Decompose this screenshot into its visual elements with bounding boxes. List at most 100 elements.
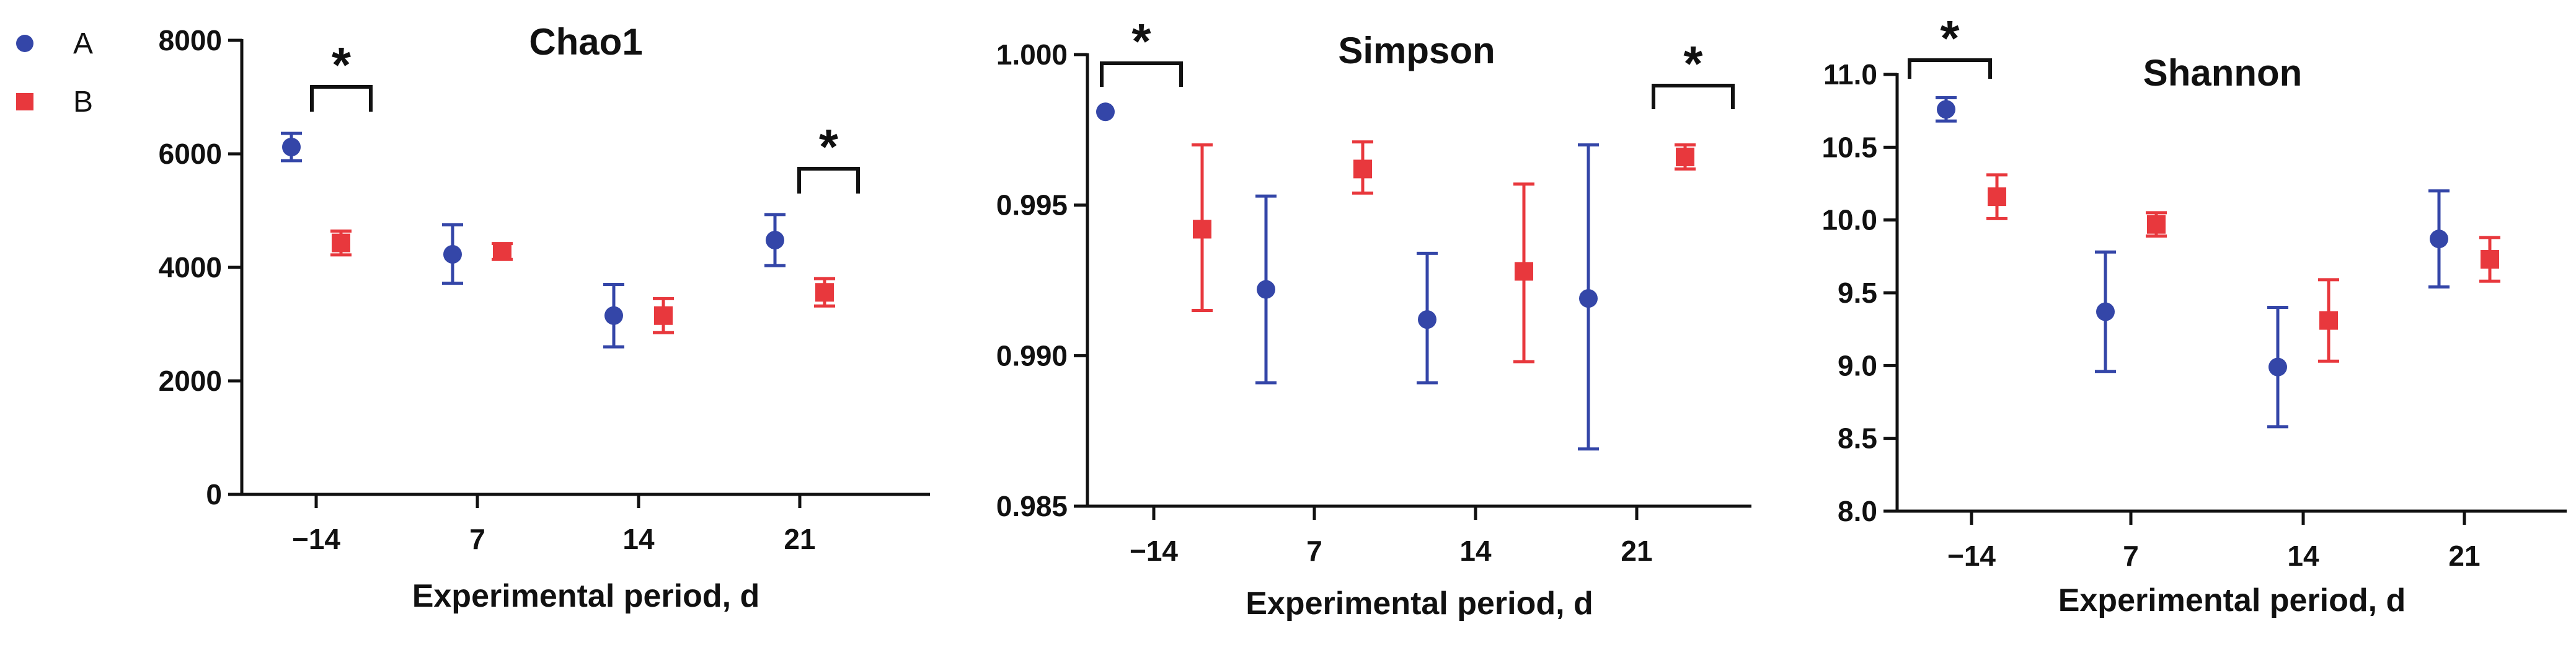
y-tick-label: 10.0 xyxy=(1821,204,1877,236)
significance-bracket xyxy=(1100,61,1183,87)
data-point-b xyxy=(1352,140,1373,195)
x-axis-title: Experimental period, d xyxy=(412,578,760,614)
y-tick-label: 9.0 xyxy=(1838,349,1877,382)
marker-square xyxy=(1515,262,1533,281)
y-tick-label: 2000 xyxy=(159,365,222,397)
marker-circle xyxy=(282,138,301,157)
significance-marker: * xyxy=(1908,11,1992,79)
data-point-b xyxy=(1675,143,1696,171)
marker-circle xyxy=(2096,302,2115,321)
marker-circle xyxy=(604,306,623,325)
data-point-b xyxy=(2479,236,2500,283)
significance-star: * xyxy=(819,119,839,174)
legend-label-b: B xyxy=(73,86,93,118)
data-point-b xyxy=(330,229,352,257)
x-tick-label: 7 xyxy=(1306,535,1322,567)
marker-square xyxy=(2481,250,2499,269)
marker-circle xyxy=(766,231,784,250)
y-tick-label: 0 xyxy=(206,478,222,511)
significance-bracket xyxy=(310,85,373,112)
x-tick-label: 14 xyxy=(2287,540,2319,572)
significance-marker: * xyxy=(797,119,860,194)
marker-circle xyxy=(2430,230,2448,249)
marker-square xyxy=(332,233,350,252)
marker-circle xyxy=(2268,357,2287,377)
x-tick-label: 21 xyxy=(2448,540,2480,572)
x-tick-label: 21 xyxy=(784,523,815,555)
data-point-a xyxy=(1936,96,1957,123)
y-tick-label: 0.985 xyxy=(996,490,1068,522)
marker-circle xyxy=(1096,102,1115,122)
marker-circle xyxy=(443,244,462,264)
y-tick-label: 9.5 xyxy=(1838,277,1877,309)
y-tick-label: 10.5 xyxy=(1821,131,1877,163)
y-tick-label: 6000 xyxy=(159,138,222,170)
x-tick-label: 21 xyxy=(1621,535,1652,567)
data-point-a xyxy=(1255,194,1277,385)
significance-star: * xyxy=(1683,36,1703,91)
legend-marker-a xyxy=(16,35,33,52)
marker-square xyxy=(1988,187,2006,207)
data-point-a xyxy=(1096,102,1115,122)
y-tick-label: 8000 xyxy=(159,24,222,56)
x-tick-label: −14 xyxy=(292,523,340,555)
significance-star: * xyxy=(1940,11,1960,66)
x-tick-label: 7 xyxy=(2123,540,2139,572)
chart-panel-simpson: 0.985 0.990 0.995 1.000 −14 7 14 21 Simpson Exper… xyxy=(996,14,1751,622)
marker-circle xyxy=(1937,100,1955,119)
marker-circle xyxy=(1418,310,1436,329)
data-point-a xyxy=(2095,250,2116,373)
x-axis-title: Experimental period, d xyxy=(1246,586,1593,622)
significance-marker: * xyxy=(310,37,373,112)
data-point-a xyxy=(281,132,302,163)
data-point-b xyxy=(814,277,835,308)
significance-bracket xyxy=(1908,58,1992,79)
x-tick-label: 14 xyxy=(1459,535,1492,567)
marker-square xyxy=(1193,220,1211,239)
marker-square xyxy=(1676,148,1694,167)
data-point-a xyxy=(2428,189,2450,289)
marker-square xyxy=(1353,159,1372,179)
x-tick-label: −14 xyxy=(1130,535,1178,567)
marker-square xyxy=(815,283,834,302)
y-tick-label: 8.0 xyxy=(1838,495,1877,527)
significance-bracket xyxy=(797,167,860,194)
x-tick-label: −14 xyxy=(1947,540,1996,572)
chart-title: Chao1 xyxy=(529,21,642,63)
y-tick-label: 4000 xyxy=(159,251,222,283)
chart-title: Shannon xyxy=(2143,52,2303,94)
chart-title: Simpson xyxy=(1338,30,1495,71)
y-tick-label: 1.000 xyxy=(996,38,1068,71)
marker-square xyxy=(2147,215,2166,234)
data-point-b xyxy=(2146,211,2167,238)
y-tick-label: 0.995 xyxy=(996,189,1068,221)
significance-bracket xyxy=(1652,84,1735,109)
data-point-a xyxy=(442,223,463,285)
marker-circle xyxy=(1257,280,1275,299)
significance-marker: * xyxy=(1100,14,1183,87)
data-point-b xyxy=(2318,278,2339,363)
significance-star: * xyxy=(1131,14,1151,69)
significance-marker: * xyxy=(1652,36,1735,109)
y-tick-label: 11.0 xyxy=(1823,58,1877,91)
data-point-a xyxy=(2267,305,2288,429)
data-point-a xyxy=(1578,143,1599,451)
data-point-b xyxy=(1192,143,1213,313)
data-point-b xyxy=(1513,182,1534,364)
legend: A B xyxy=(16,27,93,118)
y-tick-label: 8.5 xyxy=(1838,422,1877,455)
legend-marker-b xyxy=(16,93,33,110)
legend-label-a: A xyxy=(73,27,93,60)
x-axis-title: Experimental period, d xyxy=(2058,582,2406,618)
marker-square xyxy=(2319,311,2338,330)
chart-panel-shannon: 8.0 8.5 9.0 9.5 10.0 10.5 11.0 −14 7 14 21 Shannon E… xyxy=(1821,11,2567,618)
data-point-a xyxy=(603,282,624,349)
x-tick-label: 14 xyxy=(622,523,655,555)
chart-panel-chao1: 0 2000 4000 6000 8000 −14 7 14 21 Chao1 Experiment… xyxy=(159,21,930,614)
data-point-a xyxy=(1417,251,1438,385)
data-point-b xyxy=(653,297,674,334)
x-tick-label: 7 xyxy=(469,523,485,555)
y-tick-label: 0.990 xyxy=(996,339,1068,372)
marker-square xyxy=(493,242,511,261)
